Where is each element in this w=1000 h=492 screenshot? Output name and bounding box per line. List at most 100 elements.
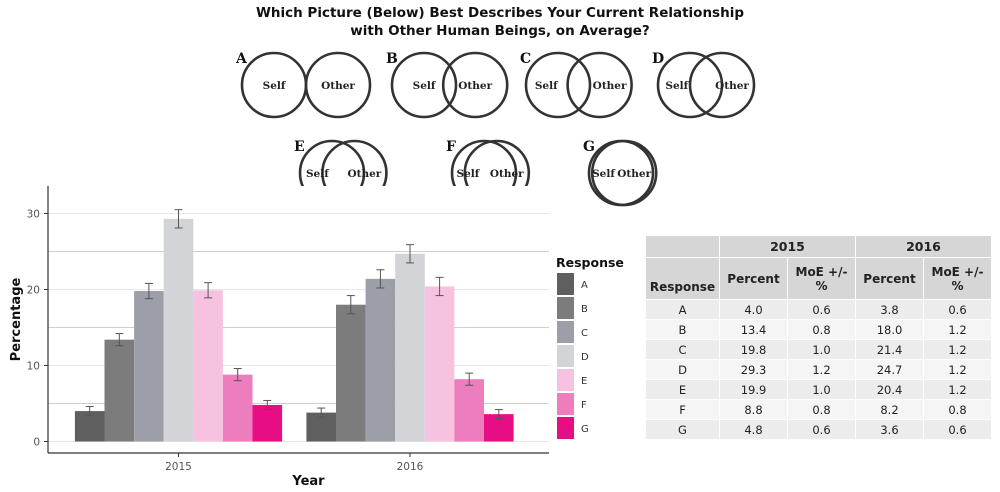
venn-letter-g: G — [583, 139, 595, 155]
table-cell: 8.2 — [855, 399, 924, 420]
legend-label-b: B — [581, 304, 588, 315]
bar-d-2016 — [395, 253, 425, 442]
table-cell: E — [645, 379, 720, 400]
table-cell: 4.8 — [719, 419, 788, 440]
legend-swatch-c — [557, 321, 574, 343]
error-bar-c-2015 — [144, 282, 153, 300]
x-tick-label: 2016 — [397, 461, 424, 473]
error-bar-f-2015 — [233, 368, 242, 382]
y-tick-label: 10 — [27, 361, 40, 373]
table-cell: 3.8 — [855, 299, 924, 320]
venn-picture-b: B Self Other — [386, 51, 509, 119]
venn-letter-d: D — [652, 51, 664, 67]
legend-swatch-e — [557, 369, 574, 391]
table-cell: A — [645, 299, 720, 320]
bar-f-2015 — [222, 374, 253, 442]
venn-other-label: Other — [715, 80, 749, 92]
table-cell: 0.8 — [787, 319, 856, 340]
venn-letter-e: E — [294, 139, 305, 155]
table-cell: 0.6 — [923, 299, 992, 320]
venn-self-label: Self — [535, 80, 559, 92]
table-header-moe-2016: MoE +/- % — [923, 257, 992, 300]
table-row: F 8.8 0.8 8.2 0.8 — [645, 399, 992, 420]
venn-self-label: Self — [457, 168, 481, 180]
venn-picture-g: G Self Other — [583, 139, 658, 207]
table-header-percent-2015: Percent — [719, 257, 788, 300]
table-header-percent-2016: Percent — [855, 257, 924, 300]
venn-other-circle — [566, 51, 633, 119]
error-bar-c-2016 — [376, 269, 385, 289]
bar-a-2015 — [74, 411, 105, 442]
table-header-moe-2015: MoE +/- % — [787, 257, 856, 300]
table-header-2015: 2015 — [719, 235, 856, 258]
venn-self-label: Self — [665, 80, 689, 92]
venn-other-circle — [688, 51, 756, 119]
table-cell: 0.8 — [923, 399, 992, 420]
table-cell: 1.2 — [787, 359, 856, 380]
table-cell: 20.4 — [855, 379, 924, 400]
table-cell: F — [645, 399, 720, 420]
table-row: C 19.8 1.0 21.4 1.2 — [645, 339, 992, 360]
legend-swatch-b — [557, 297, 574, 319]
legend-label-c: C — [581, 328, 588, 339]
table-header-years: 2015 2016 — [645, 235, 992, 258]
bar-d-2015 — [163, 218, 194, 442]
table-cell: 8.8 — [719, 399, 788, 420]
y-axis-title: Percentage — [9, 278, 24, 362]
title-line-2: with Other Human Beings, on Average? — [350, 23, 650, 39]
legend-swatch-g — [557, 417, 574, 439]
venn-letter-f: F — [446, 139, 456, 155]
error-bar-e-2015 — [204, 282, 213, 299]
legend-label-d: D — [581, 352, 589, 363]
figure-title: Which Picture (Below) Best Describes You… — [0, 4, 1000, 40]
x-axis-title: Year — [291, 474, 325, 489]
venn-picture-a: A Self Other — [235, 51, 372, 119]
venn-self-circle — [524, 51, 592, 119]
table-header-response: Response — [645, 257, 720, 300]
table-cell: 0.6 — [923, 419, 992, 440]
table-header-2016: 2016 — [855, 235, 992, 258]
x-tick-label: 2015 — [165, 461, 192, 473]
venn-self-label: Self — [263, 80, 287, 92]
bar-c-2015 — [134, 291, 164, 442]
legend-label-f: F — [581, 400, 587, 411]
venn-other-label: Other — [593, 80, 627, 92]
error-bar-f-2016 — [465, 372, 474, 386]
bar-chart: 0 10 20 30 2015 2016 Year Percentage Response A B C… — [9, 186, 624, 489]
table-cell: 1.2 — [923, 319, 992, 340]
bar-e-2015 — [193, 290, 223, 442]
legend-label-a: A — [581, 280, 588, 291]
venn-picture-d: D Self Other — [652, 51, 756, 119]
error-bar-d-2016 — [406, 244, 414, 264]
table-row: B 13.4 0.8 18.0 1.2 — [645, 319, 992, 340]
table-cell: 29.3 — [719, 359, 788, 380]
venn-picture-c: C Self Other — [520, 51, 633, 119]
table-cell: 13.4 — [719, 319, 788, 340]
table-body: A 4.0 0.6 3.8 0.6 B 13.4 0.8 18.0 1.2 C 19.8 1.0 21.4… — [645, 299, 992, 440]
summary-table: 2015 2016 Response Percent MoE +/- % Per… — [645, 235, 992, 440]
table-row: A 4.0 0.6 3.8 0.6 — [645, 299, 992, 320]
legend: Response A B C D E F G — [556, 255, 624, 439]
table-cell: G — [645, 419, 720, 440]
venn-other-circle — [441, 51, 509, 119]
venn-self-circle — [656, 51, 724, 119]
y-tick-label: 0 — [33, 437, 40, 449]
bar-b-2016 — [336, 304, 366, 442]
error-bar-d-2015 — [174, 209, 183, 229]
table-row: D 29.3 1.2 24.7 1.2 — [645, 359, 992, 380]
venn-other-label: Other — [321, 80, 355, 92]
venn-picture-e: E Self Other — [294, 139, 388, 207]
table-cell: 24.7 — [855, 359, 924, 380]
error-bar-b-2016 — [346, 295, 355, 315]
table-cell: 1.2 — [923, 359, 992, 380]
table-row: E 19.9 1.0 20.4 1.2 — [645, 379, 992, 400]
error-bar-a-2016 — [317, 407, 326, 418]
venn-letter-b: B — [386, 51, 398, 67]
table-cell: D — [645, 359, 720, 380]
table-cell: 4.0 — [719, 299, 788, 320]
legend-swatch-f — [557, 393, 574, 415]
y-tick-label: 20 — [27, 285, 40, 297]
table-cell: 3.6 — [855, 419, 924, 440]
venn-other-label: Other — [617, 168, 651, 180]
